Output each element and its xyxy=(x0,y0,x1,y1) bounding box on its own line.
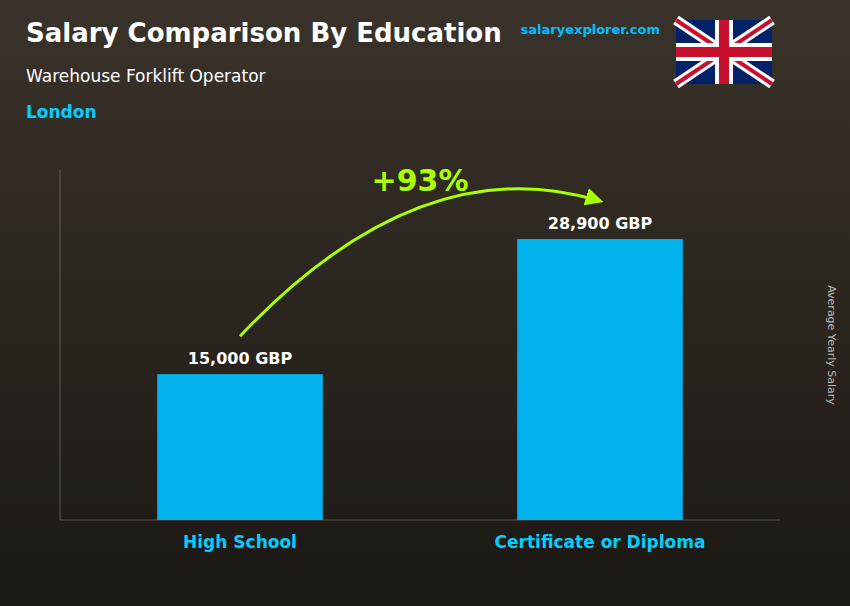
flag-diagonal xyxy=(676,20,772,84)
change-arrow xyxy=(240,189,600,336)
flag-field xyxy=(676,20,772,84)
flag xyxy=(676,20,772,84)
subtitle: Warehouse Forklift Operator xyxy=(26,66,266,86)
bar xyxy=(517,239,683,520)
y-axis-label: Average Yearly Salary xyxy=(825,285,838,405)
bar xyxy=(157,374,323,520)
background xyxy=(0,0,850,606)
y-axis xyxy=(60,170,61,520)
change-label: +93% xyxy=(372,163,469,198)
chart-container: Salary Comparison By Education Warehouse … xyxy=(0,0,850,606)
data-label: 28,900 GBP xyxy=(548,214,653,233)
source: salaryexplorer.com xyxy=(521,22,660,37)
flag-diagonal xyxy=(676,20,772,84)
category-label: High School xyxy=(183,532,297,552)
bars xyxy=(157,239,683,520)
flag-diagonal xyxy=(676,20,772,84)
flag-diagonal xyxy=(676,20,772,84)
flag-cross xyxy=(676,47,772,57)
data-label: 15,000 GBP xyxy=(188,349,293,368)
location: London xyxy=(26,102,97,122)
category-label: Certificate or Diploma xyxy=(495,532,706,552)
title: Salary Comparison By Education xyxy=(26,18,502,48)
chart: Salary Comparison By Education Warehouse … xyxy=(0,0,850,606)
